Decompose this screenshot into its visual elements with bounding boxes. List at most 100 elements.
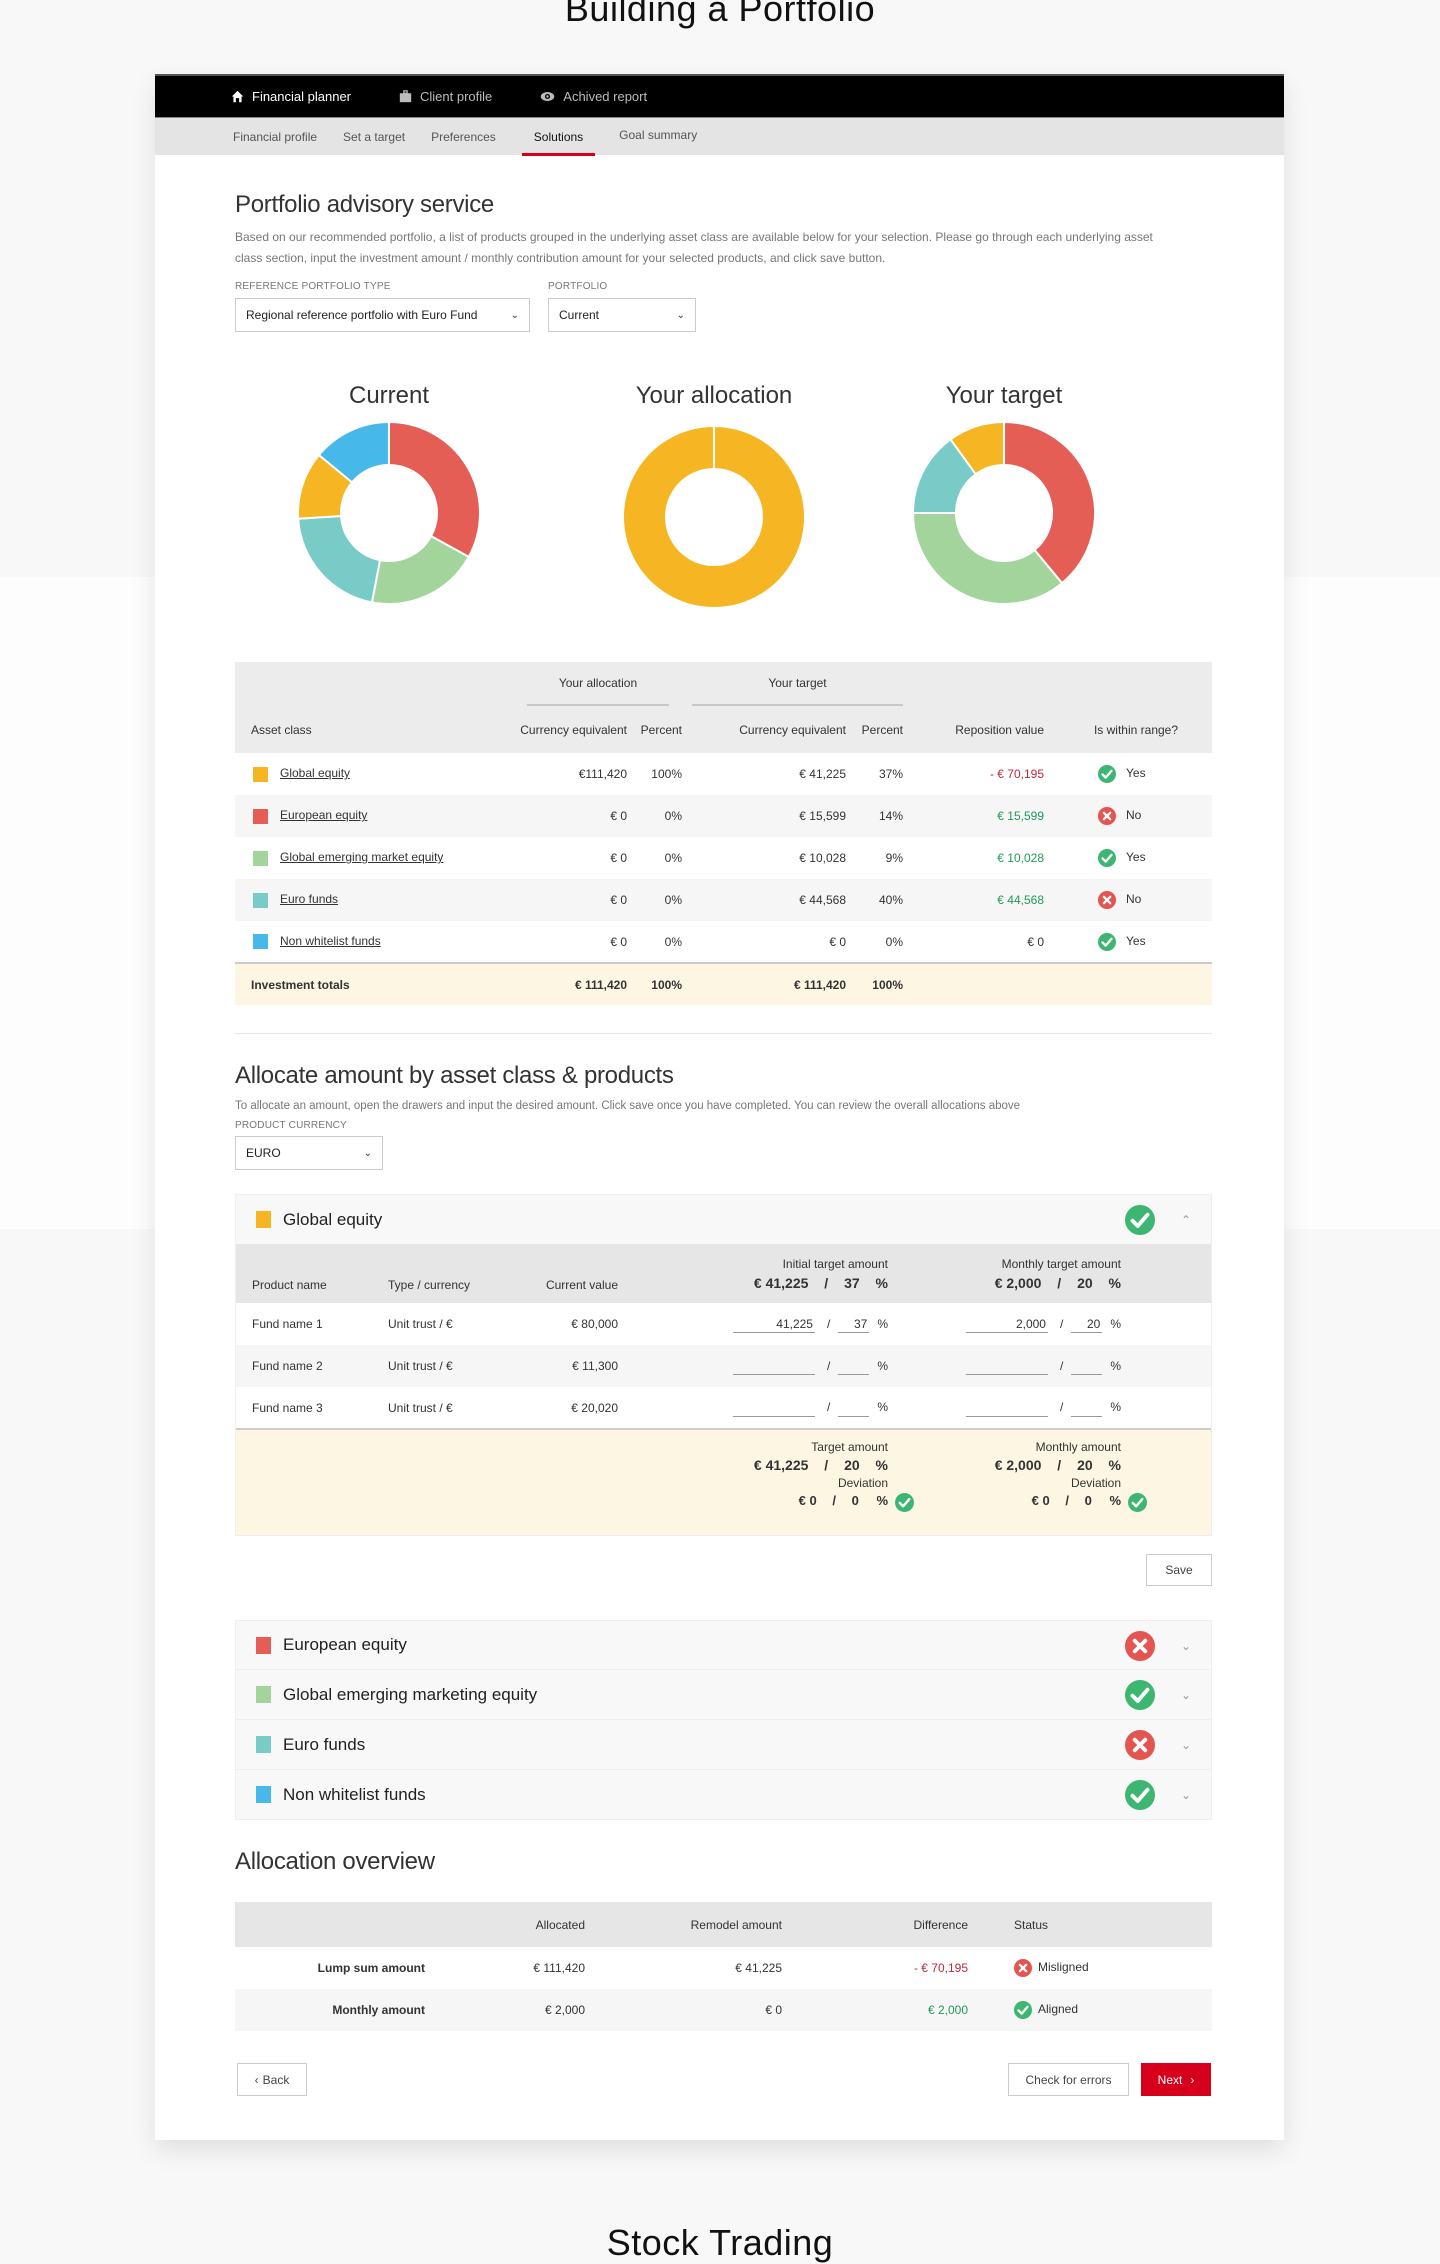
- select-value: Regional reference portfolio with Euro F…: [246, 308, 478, 322]
- save-button[interactable]: Save: [1146, 1554, 1212, 1586]
- reference-portfolio-type-select[interactable]: Regional reference portfolio with Euro F…: [235, 298, 530, 332]
- initial-percent-input[interactable]: [838, 1357, 870, 1375]
- check-for-errors-button[interactable]: Check for errors: [1008, 2063, 1129, 2096]
- section-title: Allocate amount by asset class & product…: [235, 1062, 674, 1089]
- asset-color-swatch: [253, 808, 268, 824]
- portfolio-selectors: REFERENCE PORTFOLIO TYPE Regional refere…: [235, 281, 1204, 332]
- column-header: Remodel amount: [690, 1917, 782, 1932]
- monthly-target-header: Monthly target amount € 2,000 / 20 %: [994, 1257, 1121, 1291]
- product-name-cell: Fund name 2: [252, 1359, 323, 1373]
- within-range-cell: No: [1044, 879, 1212, 921]
- tab-solutions[interactable]: Solutions: [521, 118, 596, 156]
- allocated-cell: € 2,000: [544, 2003, 585, 2017]
- briefcase-icon: [399, 90, 412, 103]
- within-range-cell: Yes: [1044, 753, 1212, 795]
- monthly-amount-input[interactable]: [965, 1398, 1048, 1417]
- chevron-down-icon[interactable]: ⌄: [1180, 1788, 1192, 1802]
- portfolio-field: PORTFOLIO Current ⌄: [548, 281, 696, 332]
- tab-financial-profile[interactable]: Financial profile: [233, 129, 318, 144]
- check-circle-icon: [1128, 1493, 1147, 1512]
- product-row: Fund name 3 Unit trust / € € 20,020/% /%: [236, 1387, 1211, 1429]
- target-percent-cell: 14%: [878, 809, 903, 823]
- drawer-header[interactable]: Non whitelist funds ⌄: [235, 1770, 1212, 1820]
- product-row: Fund name 2 Unit trust / € € 11,300/% /%: [236, 1345, 1211, 1387]
- drawer-header[interactable]: Global emerging marketing equity ⌄: [235, 1670, 1212, 1720]
- initial-amount-input[interactable]: [732, 1315, 815, 1333]
- asset-color-swatch: [256, 1636, 271, 1654]
- asset-class-link[interactable]: Euro funds: [280, 892, 339, 907]
- chevron-down-icon[interactable]: ⌄: [1180, 1738, 1192, 1752]
- chevron-down-icon[interactable]: ⌄: [1180, 1639, 1192, 1653]
- within-range-cell: Yes: [1044, 837, 1212, 879]
- tab-goal-summary[interactable]: Goal summary: [619, 127, 698, 142]
- column-header: Currency equivalent: [520, 722, 627, 737]
- error-circle-icon: [1125, 1730, 1155, 1760]
- chevron-up-icon[interactable]: ⌃: [1180, 1213, 1192, 1227]
- overview-row: Monthly amount € 2,000 € 0 € 2,000 Aligned: [235, 1989, 1212, 2031]
- table-row: Euro funds € 0 0% € 44,568 40% € 44,568 No: [235, 879, 1212, 921]
- monthly-percent-input[interactable]: [1071, 1398, 1103, 1417]
- footer-actions: ‹ Back Check for errors Next ›: [235, 2063, 1212, 2096]
- monthly-percent-input[interactable]: [1071, 1357, 1103, 1375]
- nav-client-profile[interactable]: Client profile: [399, 89, 492, 104]
- column-header: Is within range?: [1093, 722, 1179, 737]
- asset-class-link[interactable]: European equity: [280, 808, 368, 823]
- group-header-allocation: Your allocation: [497, 662, 682, 706]
- nav-financial-planner[interactable]: Financial planner: [231, 89, 351, 104]
- nav-achived-report[interactable]: Achived report: [540, 89, 647, 104]
- reposition-value-cell: - € 70,195: [989, 767, 1044, 781]
- drawer-header[interactable]: Global equity ⌃: [236, 1195, 1211, 1245]
- chevron-down-icon: ⌄: [363, 1147, 372, 1159]
- alloc-currency-cell: € 0: [610, 851, 627, 865]
- asset-class-link[interactable]: Non whitelist funds: [280, 933, 381, 948]
- initial-percent-input[interactable]: [838, 1315, 870, 1333]
- target-currency-cell: € 0: [829, 934, 846, 949]
- target-currency-cell: € 15,599: [799, 809, 846, 823]
- monthly-amount-input[interactable]: [965, 1357, 1048, 1375]
- alloc-percent-cell: 0%: [664, 851, 682, 865]
- initial-amount-input[interactable]: [732, 1398, 815, 1417]
- section-description: Based on our recommended portfolio, a li…: [235, 230, 1153, 265]
- drawer-header[interactable]: European equity ⌄: [235, 1620, 1212, 1670]
- asset-color-swatch: [253, 766, 268, 782]
- target-currency-cell: € 44,568: [799, 893, 846, 907]
- product-currency-select[interactable]: EURO ⌄: [235, 1136, 383, 1170]
- chevron-down-icon[interactable]: ⌄: [1180, 1688, 1192, 1702]
- donut-segment: [317, 420, 391, 484]
- advisory-section: Portfolio advisory service Based on our …: [155, 155, 1284, 332]
- monthly-amount-summary: Monthly amount € 2,000 / 20 % Deviation …: [888, 1429, 1147, 1535]
- reposition-value-cell: € 15,599: [997, 809, 1044, 823]
- asset-class-table: Your allocation Your target Asset class …: [235, 662, 1212, 1005]
- donut-charts: Current Your allocation Your target: [155, 382, 1284, 644]
- tab-preferences[interactable]: Preferences: [431, 129, 496, 144]
- asset-color-swatch: [253, 850, 268, 866]
- monthly-amount-input[interactable]: [965, 1315, 1048, 1333]
- check-circle-icon: [1098, 932, 1116, 951]
- initial-percent-input[interactable]: [838, 1398, 870, 1417]
- portfolio-select[interactable]: Current ⌄: [548, 298, 696, 332]
- next-button[interactable]: Next ›: [1141, 2063, 1211, 2096]
- column-header: Percent: [861, 722, 903, 737]
- monthly-percent-input[interactable]: [1071, 1315, 1103, 1333]
- chevron-right-icon: ›: [1190, 2072, 1195, 2087]
- column-header: Current value: [545, 1278, 618, 1292]
- status-cell: Misligned: [968, 1947, 1212, 1989]
- column-header: Allocated: [535, 1917, 585, 1932]
- drawer-title: European equity: [283, 1635, 407, 1654]
- initial-amount-input[interactable]: [732, 1357, 815, 1375]
- target-percent-cell: 37%: [878, 767, 903, 781]
- drawer-header[interactable]: Euro funds ⌄: [235, 1720, 1212, 1770]
- asset-class-link[interactable]: Global emerging market equity: [280, 850, 444, 865]
- column-header: Type / currency: [388, 1278, 471, 1292]
- product-name-cell: Fund name 3: [252, 1400, 323, 1415]
- alloc-percent-cell: 100%: [651, 767, 682, 781]
- tab-set-a-target[interactable]: Set a target: [343, 129, 406, 144]
- back-button[interactable]: ‹ Back: [237, 2063, 307, 2096]
- type-currency-cell: Unit trust / €: [388, 1317, 453, 1331]
- remodel-cell: € 41,225: [735, 1961, 782, 1975]
- target-percent-cell: 9%: [885, 851, 903, 865]
- alloc-percent-cell: 0%: [664, 809, 682, 823]
- alloc-currency-cell: €111,420: [578, 767, 627, 781]
- target-percent-cell: 0%: [885, 934, 903, 949]
- asset-class-link[interactable]: Global equity: [280, 766, 351, 781]
